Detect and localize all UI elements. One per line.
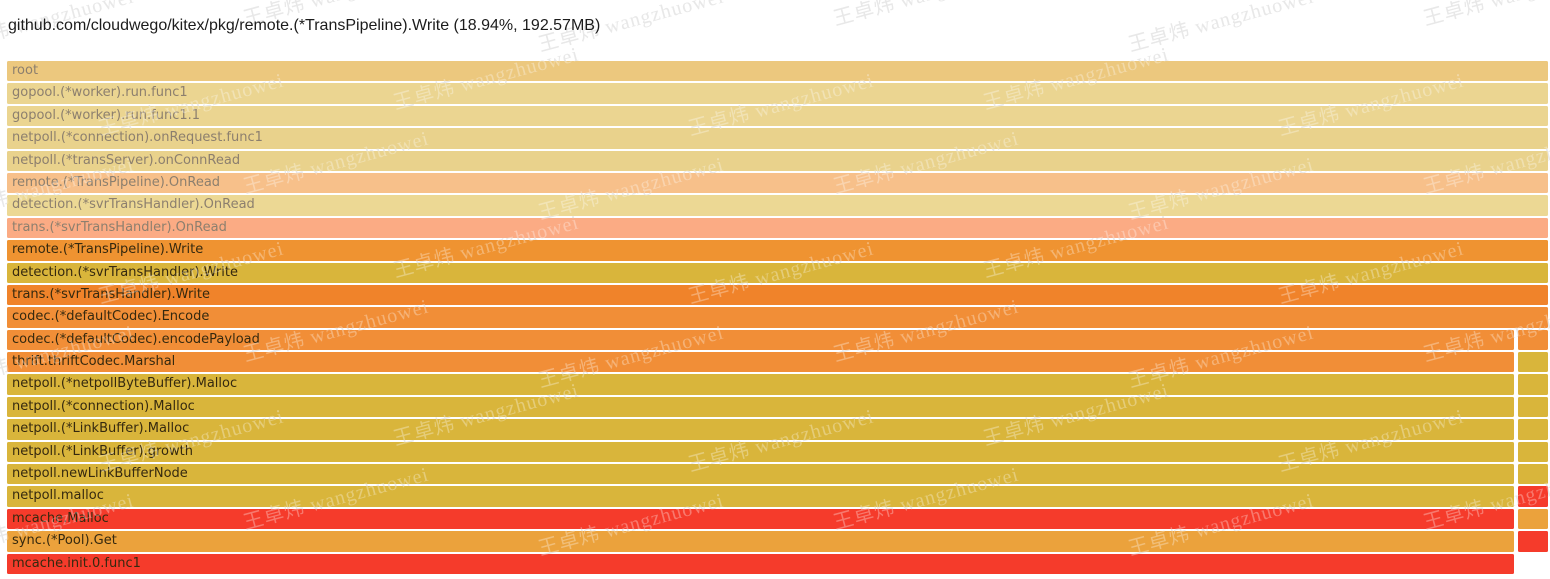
flame-row: netpoll.(*netpollByteBuffer).Malloc [7,374,1548,395]
frame-bar[interactable]: netpoll.(*transServer).onConnRead [7,150,1548,171]
frame-label: gopool.(*worker).run.func1.1 [12,107,201,123]
frame-label: netpoll.(*netpollByteBuffer).Malloc [12,376,238,392]
frame-label: netpoll.malloc [12,488,104,504]
flame-row: netpoll.(*LinkBuffer).growth [7,441,1548,463]
frame-side-bar[interactable] [1518,486,1548,507]
flame-row: trans.(*svrTransHandler).Write [7,284,1548,306]
flame-row: detection.(*svrTransHandler).Write [7,262,1548,283]
frame-label: codec.(*defaultCodec).encodePayload [12,331,260,347]
frame-label: gopool.(*worker).run.func1 [12,85,188,101]
watermark-text: 王卓炜 wangzhuowei [830,0,1022,31]
frame-side-bar[interactable] [1518,508,1548,530]
frame-bar[interactable]: mcache.init.0.func1 [7,553,1514,574]
frame-bar[interactable]: detection.(*svrTransHandler).OnRead [7,195,1548,216]
frame-label: thrift.thriftCodec.Marshal [12,354,176,370]
frame-bar[interactable]: codec.(*defaultCodec).encodePayload [7,329,1514,351]
frame-label: mcache.init.0.func1 [12,555,141,571]
frame-label: sync.(*Pool).Get [12,533,117,549]
frame-bar[interactable]: mcache.Malloc [7,508,1514,530]
watermark-text: 王卓炜 wangzhuowei [1420,0,1550,31]
frame-bar[interactable]: codec.(*defaultCodec).Encode [7,307,1548,328]
frame-bar[interactable]: netpoll.malloc [7,486,1514,507]
flame-row: codec.(*defaultCodec).encodePayload [7,329,1548,351]
flame-row: gopool.(*worker).run.func1.1 [7,105,1548,127]
frame-bar[interactable]: netpoll.(*netpollByteBuffer).Malloc [7,374,1514,395]
watermark-text: 王卓炜 wangzhuowei [1126,0,1317,57]
frame-label: netpoll.(*connection).Malloc [12,398,195,414]
frame-label: netpoll.(*LinkBuffer).growth [12,443,193,459]
frame-bar[interactable]: netpoll.(*LinkBuffer).Malloc [7,419,1514,440]
frame-bar[interactable]: netpoll.(*connection).onRequest.func1 [7,128,1548,149]
frame-label: netpoll.(*LinkBuffer).Malloc [12,421,190,437]
frame-bar[interactable]: gopool.(*worker).run.func1.1 [7,105,1548,127]
frame-bar[interactable]: netpoll.newLinkBufferNode [7,464,1514,485]
flame-row: netpoll.(*connection).onRequest.func1 [7,128,1548,149]
frame-label: trans.(*svrTransHandler).OnRead [12,219,227,235]
flame-row: mcache.init.0.func1 [7,553,1548,574]
frame-label: root [12,63,39,78]
frame-label: codec.(*defaultCodec).Encode [12,309,210,325]
frame-side-bar[interactable] [1518,419,1548,440]
flame-row: netpoll.newLinkBufferNode [7,464,1548,485]
frame-label: netpoll.(*transServer).onConnRead [12,152,241,168]
frame-label: netpoll.(*connection).onRequest.func1 [12,130,263,146]
frame-bar[interactable]: detection.(*svrTransHandler).Write [7,262,1548,283]
frame-label: detection.(*svrTransHandler).Write [12,264,238,280]
frame-bar[interactable]: root [7,61,1548,82]
flame-row: root [7,61,1548,82]
frame-side-bar[interactable] [1518,329,1548,351]
frame-side-bar[interactable] [1518,352,1548,373]
flame-row: netpoll.(*connection).Malloc [7,396,1548,418]
flame-row: detection.(*svrTransHandler).OnRead [7,195,1548,216]
frame-bar[interactable]: gopool.(*worker).run.func1 [7,83,1548,104]
flame-row: netpoll.malloc [7,486,1548,507]
frame-bar[interactable]: trans.(*svrTransHandler).Write [7,284,1548,306]
frame-bar[interactable]: remote.(*TransPipeline).OnRead [7,172,1548,194]
flame-row: mcache.Malloc [7,508,1548,530]
frame-side-bar[interactable] [1518,374,1548,395]
frame-label: mcache.Malloc [12,510,109,526]
frame-bar[interactable]: netpoll.(*LinkBuffer).growth [7,441,1514,463]
frame-bar[interactable]: thrift.thriftCodec.Marshal [7,352,1514,373]
frame-side-bar[interactable] [1518,464,1548,485]
frame-side-bar[interactable] [1518,531,1548,552]
flame-graph: root gopool.(*worker).run.func1 gopool.(… [7,61,1548,574]
frame-side-bar[interactable] [1518,441,1548,463]
flame-row: netpoll.(*LinkBuffer).Malloc [7,419,1548,440]
flame-row: netpoll.(*transServer).onConnRead [7,150,1548,171]
frame-bar[interactable]: sync.(*Pool).Get [7,531,1514,552]
flame-row: gopool.(*worker).run.func1 [7,83,1548,104]
watermark-text: 王卓炜 wangzhuowei [830,0,1022,31]
frame-label: remote.(*TransPipeline).Write [12,242,204,258]
frame-bar[interactable]: netpoll.(*connection).Malloc [7,396,1514,418]
flame-row: remote.(*TransPipeline).OnRead [7,172,1548,194]
frame-label: netpoll.newLinkBufferNode [12,466,188,482]
frame-label: detection.(*svrTransHandler).OnRead [12,197,255,213]
frame-bar[interactable]: remote.(*TransPipeline).Write [7,240,1548,261]
frame-bar[interactable]: trans.(*svrTransHandler).OnRead [7,217,1548,239]
frame-side-bar[interactable] [1518,396,1548,418]
watermark-text: 王卓炜 wangzhuowei [1126,0,1317,57]
watermark-text: 王卓炜 wangzhuowei [1420,0,1550,31]
flame-row: trans.(*svrTransHandler).OnRead [7,217,1548,239]
frame-label: trans.(*svrTransHandler).Write [12,286,211,302]
flame-row: thrift.thriftCodec.Marshal [7,352,1548,373]
page-title: github.com/cloudwego/kitex/pkg/remote.(*… [8,17,601,34]
flame-row: sync.(*Pool).Get [7,531,1548,552]
frame-label: remote.(*TransPipeline).OnRead [12,174,221,190]
flame-row: codec.(*defaultCodec).Encode [7,307,1548,328]
flame-row: remote.(*TransPipeline).Write [7,240,1548,261]
